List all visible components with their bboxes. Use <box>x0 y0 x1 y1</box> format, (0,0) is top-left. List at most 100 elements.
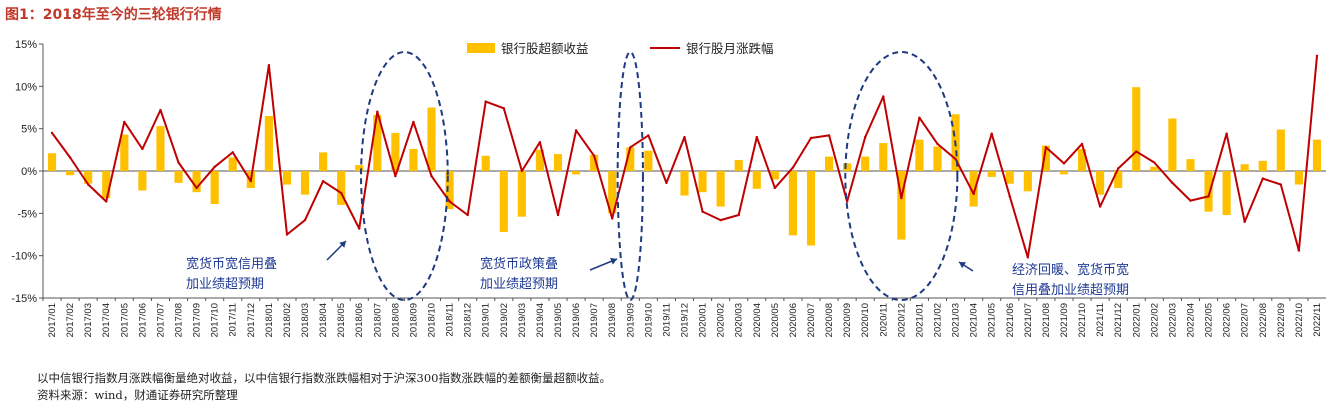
excess-return-bar <box>572 171 581 175</box>
x-tick-label: 2020/01 <box>698 303 709 337</box>
legend: 银行股超额收益 银行股月涨跌幅 <box>467 41 774 56</box>
excess-return-bar <box>66 171 75 176</box>
x-tick-label: 2018/02 <box>282 303 293 337</box>
monthly-return-point <box>267 63 271 67</box>
x-tick-label: 2022/09 <box>1276 303 1287 337</box>
x-tick-label: 2017/11 <box>228 303 239 337</box>
excess-return-bar <box>1168 118 1177 171</box>
excess-return-bar <box>553 154 563 171</box>
excess-return-bar <box>264 115 273 171</box>
excess-return-bar <box>716 171 725 207</box>
excess-return-bar <box>843 163 852 171</box>
x-tick-label: 2019/12 <box>680 303 691 337</box>
excess-return-bar <box>1294 171 1303 185</box>
excess-return-bar <box>445 171 454 210</box>
note-method: 以中信银行指数月涨跌幅衡量绝对收益，以中信银行指数涨跌幅相对于沪深300指数涨跌… <box>37 371 611 385</box>
monthly-return-point <box>213 165 216 168</box>
monthly-return-point <box>358 227 361 230</box>
y-tick-label: -10% <box>11 251 37 263</box>
annotation-text: 经济回暖、宽货币宽 <box>1012 262 1129 278</box>
x-tick-label: 2021/12 <box>1113 303 1124 337</box>
highlight-ellipse-3 <box>844 51 959 301</box>
excess-return-bar <box>698 171 707 193</box>
x-tick-label: 2021/05 <box>987 303 998 337</box>
x-tick-label: 2019/11 <box>661 303 672 337</box>
x-tick-label: 2020/06 <box>788 303 799 337</box>
monthly-return-point <box>195 186 198 190</box>
x-tick-label: 2019/03 <box>517 303 528 337</box>
monthly-return-point <box>105 200 108 203</box>
monthly-return-point <box>1135 150 1138 153</box>
monthly-return-point <box>918 116 921 119</box>
monthly-return-point <box>321 179 325 183</box>
legend-bar-swatch <box>467 43 495 53</box>
excess-return-bar <box>1114 171 1123 188</box>
footnotes: 以中信银行指数月涨跌幅衡量绝对收益，以中信银行指数涨跌幅相对于沪深300指数涨跌… <box>37 370 611 404</box>
annotation-text: 宽货币政策叠 <box>480 256 558 272</box>
monthly-return-point <box>1189 199 1192 202</box>
excess-return-bar <box>1240 164 1249 171</box>
monthly-return-point <box>86 183 90 186</box>
x-tick-label: 2020/12 <box>896 303 907 337</box>
excess-return-bar <box>373 115 382 171</box>
excess-return-bar <box>1150 166 1159 171</box>
x-tick-label: 2019/09 <box>625 303 636 337</box>
x-tick-label: 2022/07 <box>1240 303 1251 337</box>
monthly-return-point <box>611 217 614 220</box>
monthly-return-line <box>51 55 1318 259</box>
x-tick-label: 2022/10 <box>1294 303 1305 337</box>
x-tick-label: 2019/05 <box>553 303 564 337</box>
excess-return-bar <box>1096 171 1105 195</box>
y-tick-label: -15% <box>11 293 37 305</box>
x-tick-label: 2019/04 <box>535 303 546 337</box>
x-tick-label: 2020/07 <box>806 303 817 337</box>
monthly-return-point <box>574 129 578 132</box>
excess-return-bar <box>102 171 111 199</box>
annotation-arrowhead <box>339 241 346 248</box>
excess-return-bar <box>535 149 545 171</box>
annotation-text: 宽货币宽信用叠 <box>186 256 277 272</box>
annotation-arrowhead <box>610 257 617 265</box>
monthly-return-point <box>339 191 343 195</box>
x-tick-label: 2021/09 <box>1059 303 1070 337</box>
monthly-return-point <box>376 110 379 113</box>
excess-return-bar <box>300 171 310 195</box>
monthly-return-point <box>791 166 795 169</box>
x-tick-label: 2022/02 <box>1149 303 1160 337</box>
monthly-return-point <box>466 213 469 217</box>
highlight-ellipse-2 <box>616 51 644 301</box>
monthly-return-point <box>827 134 831 137</box>
x-tick-label: 2020/02 <box>716 303 727 337</box>
x-tick-label: 2017/08 <box>174 303 185 337</box>
x-tick-label: 2022/11 <box>1312 303 1323 337</box>
y-tick-label: -5% <box>17 208 37 220</box>
highlight-ellipses <box>360 51 959 301</box>
x-tick-label: 2018/01 <box>264 303 275 337</box>
excess-return-bar <box>156 126 165 171</box>
x-tick-label: 2018/10 <box>427 303 438 337</box>
excess-return-bar <box>969 171 978 207</box>
monthly-return-point <box>1008 195 1011 198</box>
x-tick-label: 2018/07 <box>372 303 383 337</box>
monthly-return-point <box>285 233 289 236</box>
excess-return-bar <box>1276 129 1285 171</box>
monthly-return-point <box>412 120 415 124</box>
monthly-return-point <box>1243 220 1246 223</box>
y-tick-label: 0% <box>21 166 37 178</box>
x-tick-label: 2021/10 <box>1077 303 1088 337</box>
excess-return-bar <box>409 148 418 171</box>
excess-return-bar <box>680 171 689 196</box>
monthly-return-point <box>629 146 632 149</box>
excess-return-bar <box>590 154 599 171</box>
monthly-return-point <box>1080 142 1084 146</box>
monthly-return-point <box>1026 256 1030 259</box>
monthly-return-point <box>1044 146 1048 149</box>
x-tick-label: 2019/06 <box>571 303 582 337</box>
legend-bar-label: 银行股超额收益 <box>501 41 589 56</box>
x-tick-label: 2020/05 <box>770 303 781 337</box>
x-tick-label: 2021/03 <box>951 303 962 337</box>
excess-return-bar <box>987 171 996 177</box>
x-tick-label: 2022/08 <box>1258 303 1269 337</box>
x-tick-label: 2018/05 <box>336 303 347 337</box>
excess-return-bar <box>228 157 237 171</box>
